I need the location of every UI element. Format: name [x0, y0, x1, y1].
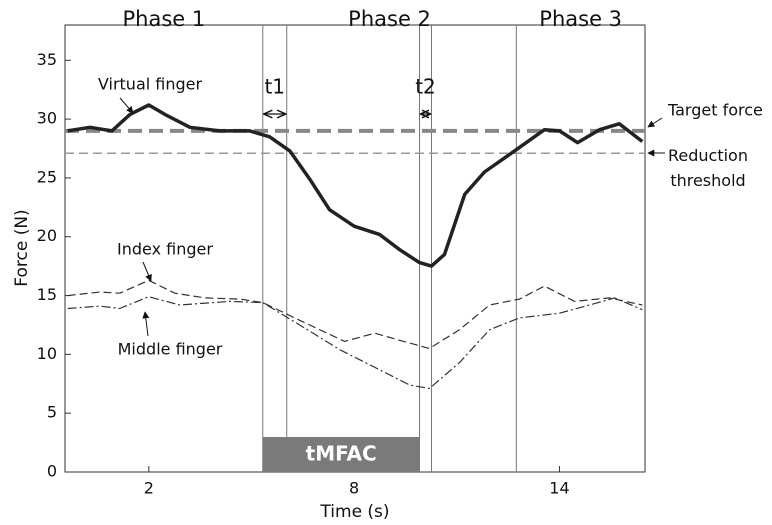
- x-tick-label: 2: [144, 479, 154, 498]
- y-tick-label: 20: [37, 226, 57, 245]
- reference-label: Target force: [667, 101, 763, 120]
- series-label: Virtual finger: [98, 75, 203, 94]
- x-tick-label: 14: [549, 479, 569, 498]
- annotation-arrow: [142, 261, 152, 282]
- reference-label-line: Reduction: [668, 146, 748, 165]
- y-tick-label: 25: [37, 167, 57, 186]
- phase-label: Phase 3: [539, 7, 622, 31]
- series-line: [67, 296, 643, 390]
- series-line: [67, 279, 643, 350]
- y-tick-label: 35: [37, 50, 57, 69]
- reference-label: Reduction threshold: [668, 146, 748, 190]
- x-tick-label: 8: [349, 479, 359, 498]
- y-axis-label: Force (N): [12, 209, 32, 286]
- annotation-arrow: [142, 311, 150, 337]
- annotation-arrow: [647, 117, 663, 128]
- period-bar: [262, 437, 420, 472]
- series-label: Index finger: [117, 240, 213, 259]
- y-tick-label: 5: [47, 403, 57, 422]
- y-tick-label: 0: [47, 462, 57, 481]
- period-label: tMFAC: [306, 442, 377, 466]
- interval-label: t2: [415, 75, 436, 99]
- series-line: [67, 103, 644, 268]
- phase-label: Phase 2: [348, 7, 431, 31]
- x-axis-label: Time (s): [319, 502, 389, 522]
- y-tick-label: 10: [37, 344, 57, 363]
- y-tick-label: 15: [37, 285, 57, 304]
- series-label: Middle finger: [118, 340, 223, 359]
- phase-label: Phase 1: [123, 7, 206, 31]
- annotation-arrow: [119, 97, 134, 114]
- reference-label-line: threshold: [670, 171, 745, 190]
- y-tick-label: 30: [37, 109, 57, 128]
- interval-label: t1: [264, 75, 285, 99]
